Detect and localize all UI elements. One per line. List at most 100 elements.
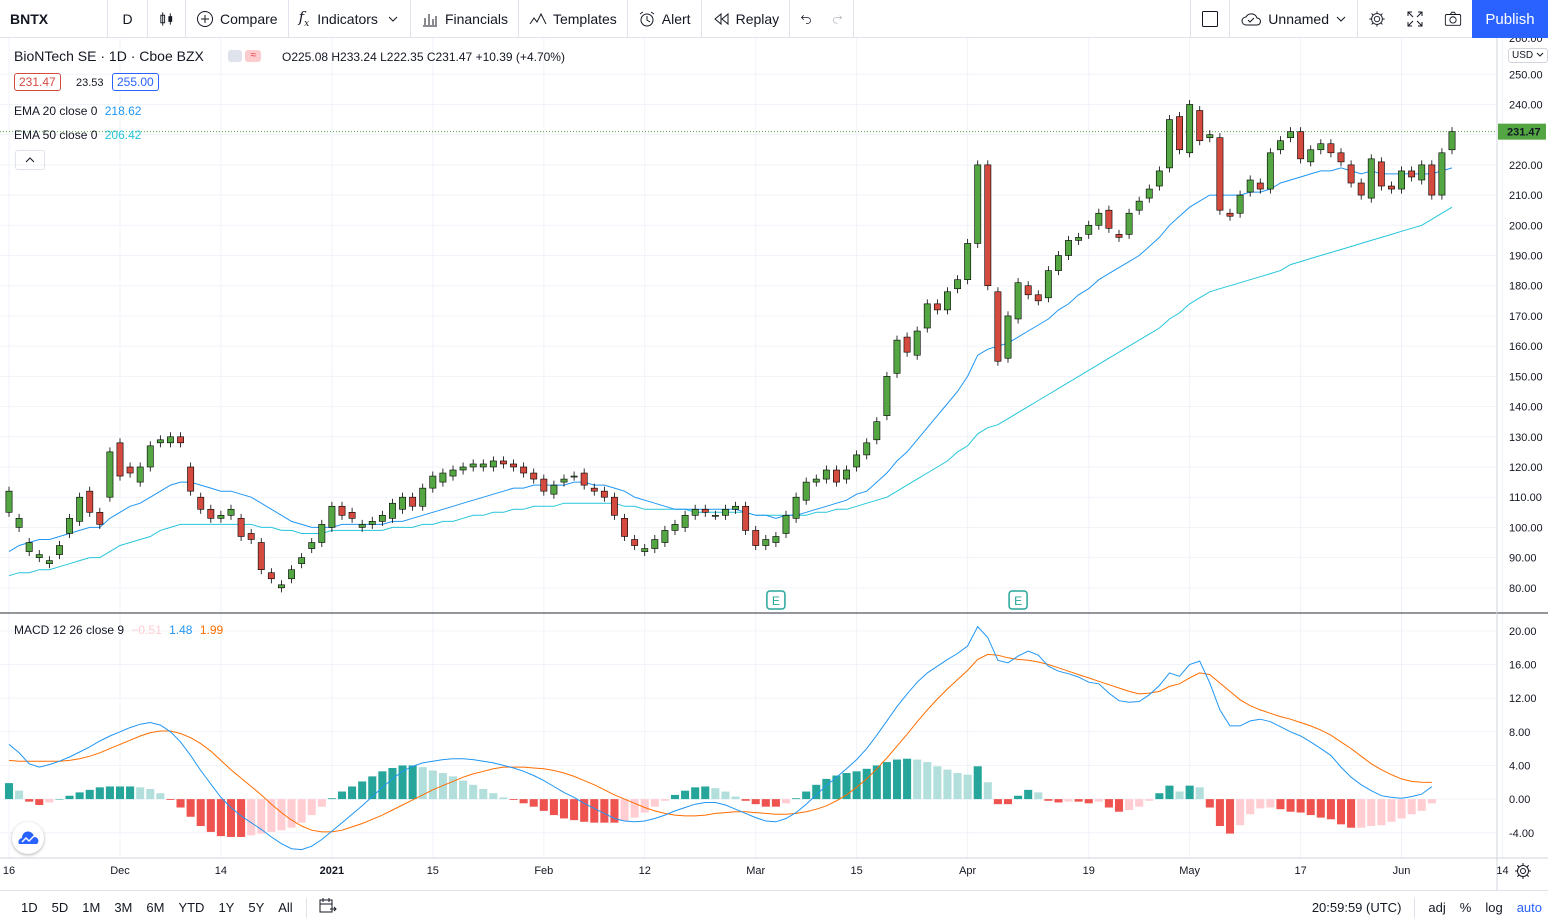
macd-histogram-bar bbox=[1074, 799, 1083, 802]
macd-histogram-bar bbox=[378, 771, 387, 800]
macd-histogram-bar bbox=[519, 799, 528, 804]
compare-button[interactable]: Compare bbox=[186, 0, 289, 38]
range-button-all[interactable]: All bbox=[278, 900, 293, 915]
redo-icon bbox=[833, 14, 843, 23]
layout-select-button[interactable] bbox=[1190, 0, 1231, 38]
adj-toggle[interactable]: adj bbox=[1428, 900, 1446, 915]
candle-body bbox=[1317, 143, 1325, 151]
alert-label: Alert bbox=[661, 10, 691, 27]
candle-body bbox=[156, 439, 164, 444]
snapshot-button[interactable] bbox=[1434, 0, 1472, 38]
macd-histogram-bar bbox=[670, 794, 680, 800]
gear-icon bbox=[1369, 11, 1385, 27]
price-axis-label: 220.00 bbox=[1509, 160, 1543, 172]
macd-histogram-bar bbox=[237, 799, 246, 837]
macd-legend[interactable]: MACD 12 26 close 9 −0.51 1.48 1.99 bbox=[14, 623, 223, 637]
macd-histogram-bar bbox=[327, 798, 336, 800]
range-button-1m[interactable]: 1M bbox=[82, 900, 101, 915]
price-axis-label: 110.00 bbox=[1509, 492, 1542, 504]
earnings-marker[interactable]: E bbox=[1008, 590, 1028, 610]
candle-body bbox=[167, 436, 174, 444]
candle-body bbox=[1297, 131, 1305, 160]
percent-toggle[interactable]: % bbox=[1459, 900, 1472, 915]
range-button-5y[interactable]: 5Y bbox=[248, 900, 265, 915]
alert-button[interactable]: Alert bbox=[628, 0, 702, 38]
macd-histogram-bar bbox=[1236, 799, 1245, 826]
macd-histogram-bar bbox=[499, 797, 508, 800]
time-axis-label: 15 bbox=[851, 865, 863, 877]
save-layout-button[interactable]: Unnamed bbox=[1230, 0, 1358, 38]
collapse-legend-button[interactable] bbox=[15, 150, 45, 170]
macd-histogram-bar bbox=[4, 783, 14, 800]
currency-select[interactable]: USD bbox=[1508, 48, 1548, 63]
financials-button[interactable]: Financials bbox=[411, 0, 519, 38]
time-axis-settings-button[interactable] bbox=[1514, 862, 1532, 885]
auto-toggle[interactable]: auto bbox=[1516, 900, 1542, 915]
chevron-down-icon[interactable] bbox=[386, 12, 400, 26]
clock-label[interactable]: 20:59:59 (UTC) bbox=[1311, 900, 1402, 915]
chart-canvas[interactable]: 80.0090.00100.00110.00120.00130.00140.00… bbox=[0, 38, 1548, 890]
ema20-label: EMA 20 close 0 bbox=[14, 104, 98, 118]
ema20-legend[interactable]: EMA 20 close 0 218.62 bbox=[14, 104, 141, 118]
buy-price-button[interactable]: 255.00 bbox=[112, 73, 159, 91]
settings-button[interactable] bbox=[1358, 0, 1396, 38]
range-button-6m[interactable]: 6M bbox=[146, 900, 165, 915]
macd-histogram-bar bbox=[630, 799, 639, 818]
chart-type-button[interactable] bbox=[148, 0, 186, 38]
symbol-search-button[interactable]: BNTX bbox=[0, 0, 108, 38]
range-button-ytd[interactable]: YTD bbox=[178, 900, 205, 915]
visibility-badge-icon[interactable] bbox=[228, 49, 242, 62]
range-buttons: 1D 5D 1M 3M 6M YTD 1Y 5Y All bbox=[0, 900, 300, 915]
macd-histogram-bar bbox=[1326, 799, 1335, 820]
range-button-5d[interactable]: 5D bbox=[51, 900, 69, 915]
candle-body bbox=[954, 279, 961, 290]
replay-button[interactable]: Replay bbox=[702, 0, 791, 38]
candle-body bbox=[136, 466, 144, 483]
date-range-button[interactable] bbox=[313, 898, 343, 917]
fullscreen-button[interactable] bbox=[1396, 0, 1434, 38]
delay-badge-icon[interactable]: ≈ bbox=[245, 49, 262, 62]
currency-label: USD bbox=[1512, 50, 1534, 61]
indicators-button[interactable]: fx Indicators bbox=[289, 0, 411, 38]
macd-histogram-bar bbox=[771, 799, 780, 807]
undo-button[interactable] bbox=[790, 0, 822, 38]
candle-body bbox=[1357, 182, 1365, 196]
candle-body bbox=[923, 303, 931, 329]
candle-body bbox=[722, 508, 729, 516]
candle-body bbox=[1155, 170, 1163, 187]
range-button-1y[interactable]: 1Y bbox=[218, 900, 235, 915]
candle-body bbox=[237, 518, 245, 537]
candle-body bbox=[66, 518, 73, 534]
chevron-down-icon[interactable] bbox=[1335, 13, 1347, 25]
macd-histogram-bar bbox=[1003, 799, 1013, 805]
candle-body bbox=[1388, 185, 1395, 190]
earnings-marker[interactable]: E bbox=[766, 590, 786, 610]
templates-button[interactable]: Templates bbox=[519, 0, 628, 38]
candle-body bbox=[984, 164, 992, 287]
interval-button[interactable]: D bbox=[108, 0, 148, 38]
range-button-1d[interactable]: 1D bbox=[21, 900, 38, 915]
toolbar-right-group: Unnamed bbox=[1190, 0, 1472, 38]
macd-histogram-bar bbox=[307, 799, 316, 816]
candle-body bbox=[752, 530, 760, 546]
range-button-3m[interactable]: 3M bbox=[114, 900, 133, 915]
candle-body bbox=[378, 515, 386, 522]
tradingview-logo[interactable] bbox=[12, 822, 44, 854]
log-toggle[interactable]: log bbox=[1485, 900, 1503, 915]
candle-body bbox=[570, 475, 578, 478]
macd-histogram-bar bbox=[1246, 799, 1255, 815]
macd-histogram-bar bbox=[660, 799, 669, 801]
candle-body bbox=[782, 515, 790, 534]
publish-button[interactable]: Publish bbox=[1472, 0, 1548, 38]
macd-histogram-bar bbox=[691, 787, 700, 800]
sell-price-button[interactable]: 231.47 bbox=[14, 73, 61, 91]
candle-body bbox=[217, 515, 225, 519]
redo-button[interactable] bbox=[822, 0, 855, 38]
rewind-icon bbox=[713, 12, 729, 25]
macd-histogram-bar bbox=[1256, 799, 1265, 809]
macd-histogram-bar bbox=[206, 799, 215, 832]
candle-body bbox=[419, 487, 427, 507]
financials-label: Financials bbox=[444, 10, 508, 27]
ema50-legend[interactable]: EMA 50 close 0 206.42 bbox=[14, 128, 141, 142]
macd-histogram-bar bbox=[1417, 799, 1426, 811]
